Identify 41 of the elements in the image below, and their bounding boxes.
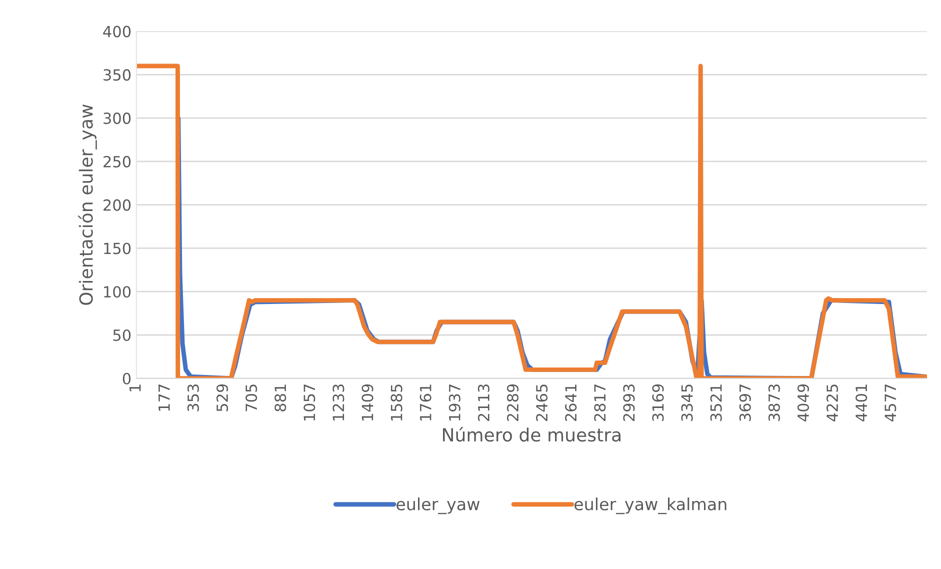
y-tick-label: 200: [104, 199, 131, 211]
y-tick-label: 0: [122, 372, 131, 384]
legend-label: euler_yaw_kalman: [574, 498, 726, 514]
y-tick-label: 350: [104, 69, 131, 81]
x-tick-label: 2113: [478, 384, 490, 422]
x-tick-label: 1057: [304, 384, 316, 420]
x-tick-label: 2817: [594, 384, 606, 422]
x-tick-label: 529: [216, 384, 228, 412]
y-tick-label: 300: [104, 112, 131, 124]
y-axis-title: Orientación euler_yaw: [78, 104, 97, 305]
x-tick-label: 1761: [420, 384, 432, 420]
x-tick-label: 2289: [506, 384, 519, 422]
x-tick-label: 2641: [565, 384, 577, 422]
x-tick-label: 3345: [681, 384, 693, 421]
y-tick-label: 400: [103, 26, 131, 38]
legend-label: euler_yaw: [396, 498, 480, 514]
x-tick-label: 2993: [623, 384, 635, 422]
x-tick-label: 353: [187, 384, 199, 412]
x-tick-label: 1585: [390, 384, 402, 420]
y-tick-label: 250: [104, 156, 131, 168]
x-tick-label: 4577: [884, 384, 896, 422]
y-tick-label: 50: [113, 329, 131, 342]
x-tick-label: 3169: [652, 384, 664, 421]
x-tick-label: 4049: [797, 384, 810, 422]
x-tick-label: 3697: [739, 384, 751, 421]
x-tick-label: 3873: [768, 384, 780, 421]
x-tick-label: 177: [158, 384, 170, 411]
y-tick-label: 150: [104, 242, 131, 254]
x-tick-label: 4401: [856, 384, 868, 422]
x-tick-label: 3521: [710, 384, 722, 421]
x-tick-label: 1409: [362, 384, 374, 420]
x-tick-label: 2465: [536, 384, 548, 422]
x-tick-label: 4225: [826, 384, 838, 422]
x-tick-label: 705: [246, 384, 258, 412]
x-axis-title: Número de muestra: [443, 426, 620, 442]
x-tick-label: 881: [274, 384, 286, 412]
y-tick-label: 100: [104, 286, 131, 298]
x-tick-label: 1233: [332, 384, 344, 420]
x-tick-label: 1937: [448, 384, 460, 420]
x-tick-label: 1: [130, 384, 141, 392]
line-series: [136, 64, 927, 378]
